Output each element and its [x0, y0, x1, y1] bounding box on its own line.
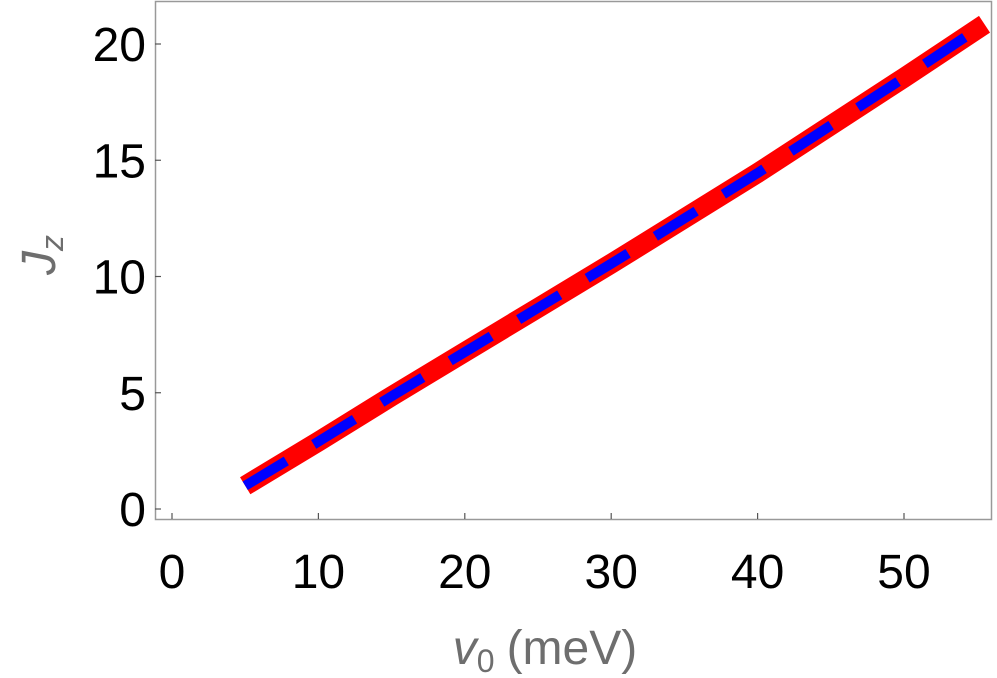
series-fit — [242, 20, 988, 491]
y-axis-label-main: J — [13, 250, 66, 276]
y-tick-label: 0 — [119, 484, 146, 537]
x-tick-label: 0 — [159, 546, 186, 599]
x-axis-label-unit: (meV) — [507, 622, 638, 675]
x-tick-label: 40 — [731, 546, 784, 599]
x-axis-label-main: v — [453, 622, 480, 675]
y-tick-label: 10 — [93, 252, 146, 305]
x-axis-label-sub: 0 — [477, 643, 495, 678]
x-tick-label: 50 — [877, 546, 930, 599]
data-series — [240, 15, 991, 495]
y-tick-label: 5 — [119, 368, 146, 421]
x-axis-ticks: 0 10 20 30 40 50 — [159, 513, 931, 599]
x-tick-label: 20 — [438, 546, 491, 599]
y-axis-label: Jz — [13, 235, 70, 276]
y-axis-ticks: 0 5 10 15 20 — [93, 19, 161, 537]
x-tick-label: 10 — [292, 546, 345, 599]
plot-frame — [154, 0, 993, 521]
y-tick-label: 15 — [93, 135, 146, 188]
y-tick-label: 20 — [93, 19, 146, 72]
y-axis-label-sub: z — [34, 235, 70, 252]
x-tick-label: 30 — [585, 546, 638, 599]
x-axis-label: v0 (meV) — [453, 622, 637, 678]
